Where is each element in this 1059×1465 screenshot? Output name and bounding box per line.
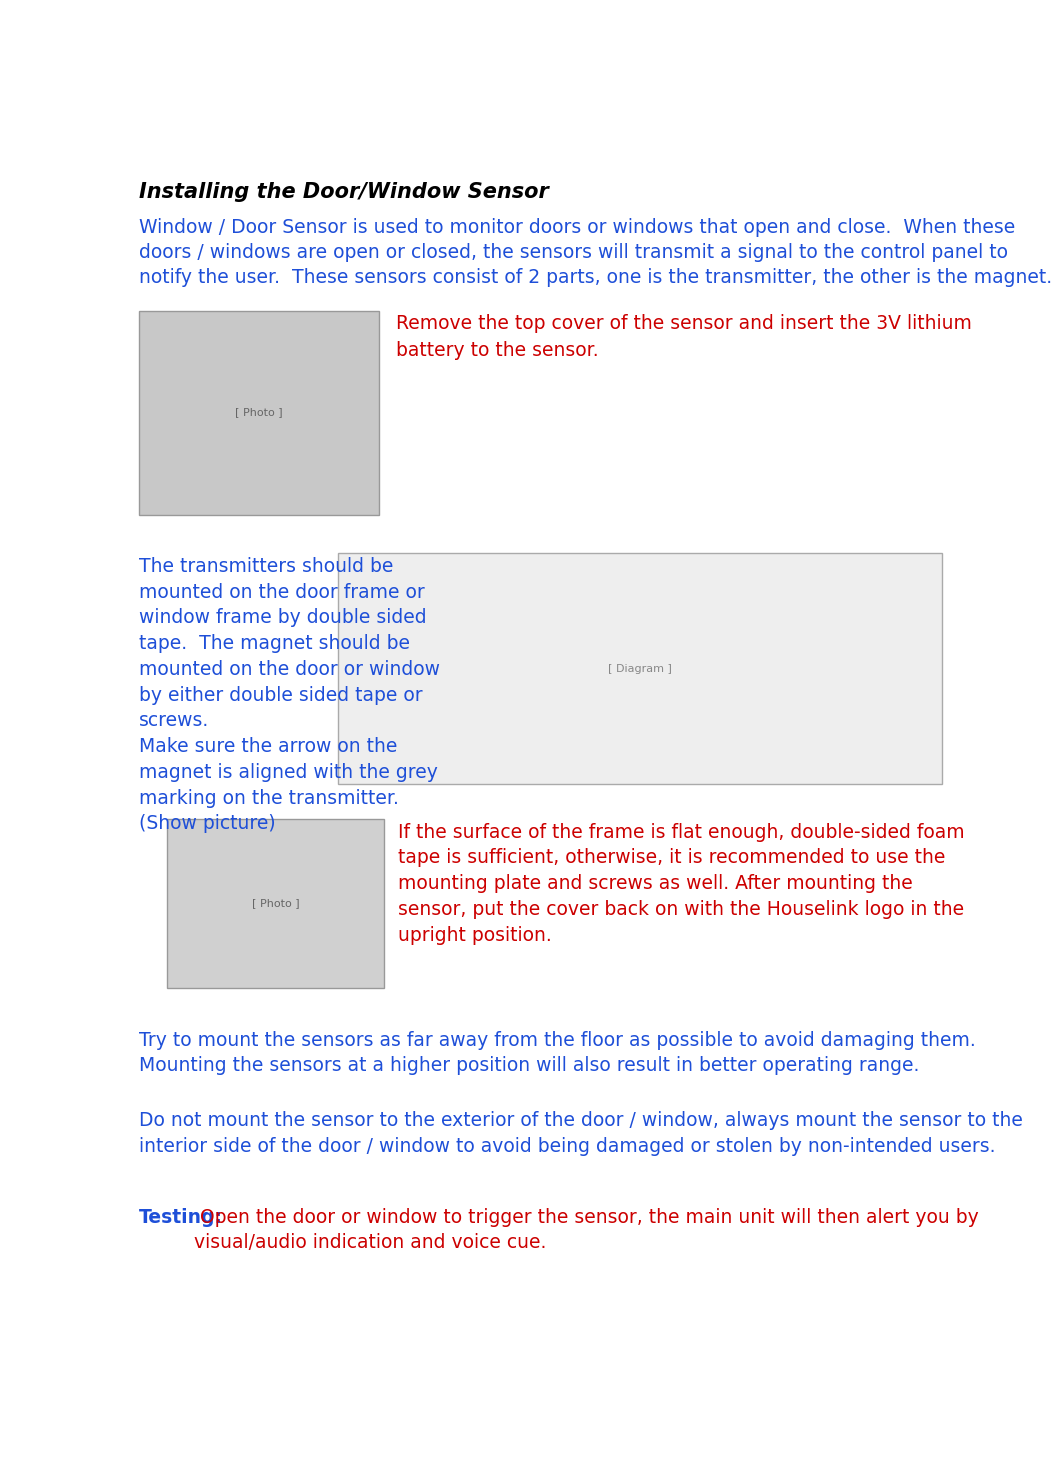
Text: Do not mount the sensor to the exterior of the door / window, always mount the s: Do not mount the sensor to the exterior … (139, 1112, 1022, 1156)
Text: The transmitters should be
mounted on the door frame or
window frame by double s: The transmitters should be mounted on th… (139, 557, 439, 834)
Text: Try to mount the sensors as far away from the floor as possible to avoid damagin: Try to mount the sensors as far away fro… (139, 1030, 975, 1075)
Text: [ Photo ]: [ Photo ] (235, 407, 283, 418)
Bar (167, 819, 384, 989)
Text: [ Photo ]: [ Photo ] (252, 898, 300, 908)
Text: Testing:: Testing: (139, 1207, 222, 1226)
Text: Installing the Door/Window Sensor: Installing the Door/Window Sensor (139, 182, 549, 202)
Text: If the surface of the frame is flat enough, double-sided foam
tape is sufficient: If the surface of the frame is flat enou… (398, 823, 965, 945)
Text: [ Diagram ]: [ Diagram ] (608, 664, 672, 674)
Bar (338, 554, 943, 784)
Text: Remove the top cover of the sensor and insert the 3V lithium
battery to the sens: Remove the top cover of the sensor and i… (396, 315, 972, 360)
Text: Window / Door Sensor is used to monitor doors or windows that open and close.  W: Window / Door Sensor is used to monitor … (139, 218, 1052, 287)
Text: Open the door or window to trigger the sensor, the main unit will then alert you: Open the door or window to trigger the s… (195, 1207, 980, 1253)
Bar (139, 311, 379, 514)
